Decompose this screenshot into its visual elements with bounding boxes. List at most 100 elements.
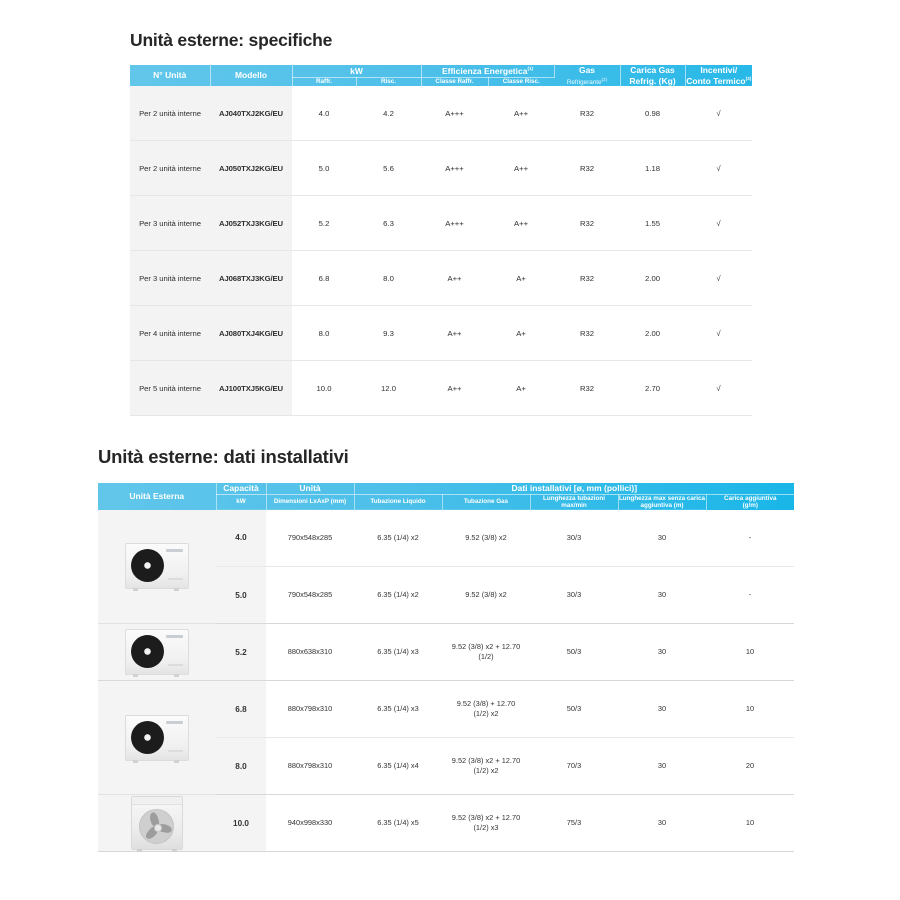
- cell-modello: AJ052TXJ3KG/EU: [210, 195, 292, 252]
- cell-n-unita: Per 2 unità interne: [130, 86, 210, 142]
- cell-classe-risc: A++: [488, 140, 555, 197]
- cell-lunghezza-tubazioni: 50/3: [530, 680, 618, 739]
- unit-foot-left: [133, 588, 138, 592]
- cell-kw-raffr: 4.0: [292, 86, 356, 142]
- cell-lunghezza-max: 30: [618, 737, 706, 796]
- cell-modello: AJ050TXJ2KG/EU: [210, 140, 292, 197]
- unit-foot-left: [137, 849, 142, 853]
- unit-foot-right: [172, 849, 177, 853]
- cell-tubazione-liquido: 6.35 (1/4) x5: [354, 794, 442, 853]
- cell-classe-risc: A++: [488, 195, 555, 252]
- cell-unita-esterna-image: [98, 509, 216, 625]
- cell-lunghezza-tubazioni: 75/3: [530, 794, 618, 853]
- cell-unita-esterna-image: [98, 680, 216, 796]
- cell-incentivi: √: [685, 140, 753, 197]
- fan-blades-icon: [139, 809, 174, 845]
- cell-classe-raffr: A++: [421, 250, 488, 307]
- col-header-carica-aggiuntiva: Carica aggiuntiva (g/m): [706, 493, 795, 510]
- unit-foot-right: [174, 759, 179, 763]
- cell-dimensioni: 790x548x285: [266, 509, 354, 568]
- footnote-marker-3: (3): [745, 75, 752, 81]
- section-specifiche: Unità esterne: specifiche N° Unità Model…: [130, 30, 753, 417]
- cell-incentivi: √: [685, 360, 753, 417]
- cell-capacita: 6.8: [216, 680, 266, 739]
- fan-grille-icon: [131, 635, 164, 669]
- col-header-kw: kW: [292, 65, 422, 78]
- cell-capacita: 8.0: [216, 737, 266, 796]
- unit-foot-right: [174, 674, 179, 678]
- cell-carica-gas: 2.00: [620, 305, 686, 362]
- brand-strip: [166, 549, 183, 553]
- col-header-carica-aggiuntiva-line1: Carica aggiuntiva: [724, 494, 777, 502]
- cell-dimensioni: 940x998x330: [266, 794, 354, 853]
- cell-tubazione-liquido: 6.35 (1/4) x2: [354, 566, 442, 625]
- col-header-classe-raffr: Classe Raffr.: [421, 76, 489, 87]
- col-header-incentivi-line2: Conto Termico(3): [686, 76, 753, 87]
- table-specifiche-head: N° Unità Modello kW Efficienza Energetic…: [130, 65, 753, 87]
- cell-classe-risc: A+: [488, 360, 555, 417]
- cell-classe-risc: A+: [488, 305, 555, 362]
- outdoor-unit-side-image: [125, 543, 189, 592]
- cell-gas: R32: [554, 86, 621, 142]
- table-row: 5.0 790x548x285 6.35 (1/4) x2 9.52 (3/8) x2…: [98, 566, 795, 625]
- cell-incentivi: √: [685, 250, 753, 307]
- cell-lunghezza-max: 30: [618, 680, 706, 739]
- cell-incentivi: √: [685, 195, 753, 252]
- cell-kw-raffr: 6.8: [292, 250, 356, 307]
- cell-carica-aggiuntiva: 20: [706, 737, 795, 796]
- col-header-capacita-kw: kW: [216, 493, 267, 510]
- col-header-unita: Unità: [266, 483, 355, 495]
- cell-carica-gas: 2.00: [620, 250, 686, 307]
- table-specifiche: N° Unità Modello kW Efficienza Energetic…: [130, 65, 753, 417]
- unit-foot-left: [133, 759, 138, 763]
- cell-unita-esterna-image: [98, 794, 216, 853]
- brand-strip: [166, 635, 183, 639]
- col-header-gas: Gas Refrigerante(2): [554, 65, 621, 87]
- col-header-carica-gas-line1: Carica Gas: [630, 65, 675, 75]
- cell-n-unita: Per 5 unità interne: [130, 360, 210, 417]
- col-header-carica-gas-line2: Refrig. (Kg): [629, 75, 676, 86]
- cell-unita-esterna-image: [98, 623, 216, 682]
- col-header-efficienza-text: Efficienza Energetica: [441, 65, 528, 76]
- cell-kw-raffr: 5.0: [292, 140, 356, 197]
- cell-kw-raffr: 8.0: [292, 305, 356, 362]
- col-header-efficienza: Efficienza Energetica(1): [421, 65, 555, 78]
- cell-classe-raffr: A+++: [421, 195, 488, 252]
- col-header-gas-title: Gas: [578, 65, 596, 75]
- table-row: 8.0 880x798x310 6.35 (1/4) x4 9.52 (3/8) x2…: [98, 737, 795, 796]
- vent-strip: [168, 749, 183, 752]
- col-header-gas-sub-text: Refrigerante: [566, 78, 602, 86]
- cell-n-unita: Per 3 unità interne: [130, 195, 210, 252]
- cell-gas: R32: [554, 140, 621, 197]
- table-row: Per 4 unità interne AJ080TXJ4KG/EU 8.0 9.3 A…: [130, 305, 753, 362]
- cell-carica-aggiuntiva: 10: [706, 680, 795, 739]
- table-row: 5.2 880x638x310 6.35 (1/4) x3 9.52 (3/8) x2…: [98, 623, 795, 682]
- cell-modello: AJ068TXJ3KG/EU: [210, 250, 292, 307]
- col-header-carica-gas: Carica Gas Refrig. (Kg): [620, 65, 686, 87]
- cell-dimensioni: 880x798x310: [266, 680, 354, 739]
- outdoor-unit-front-image: [131, 796, 183, 853]
- cell-tubazione-liquido: 6.35 (1/4) x4: [354, 737, 442, 796]
- unit-foot-left: [133, 674, 138, 678]
- cell-lunghezza-tubazioni: 50/3: [530, 623, 618, 682]
- col-header-modello: Modello: [210, 65, 293, 87]
- cell-carica-aggiuntiva: 10: [706, 794, 795, 853]
- cell-tubazione-liquido: 6.35 (1/4) x3: [354, 623, 442, 682]
- cell-kw-risc: 8.0: [356, 250, 421, 307]
- cell-modello: AJ100TXJ5KG/EU: [210, 360, 292, 417]
- col-header-incentivi-text: Conto Termico: [686, 75, 746, 86]
- cell-gas: R32: [554, 305, 621, 362]
- table-row: Per 2 unità interne AJ050TXJ2KG/EU 5.0 5.6 A…: [130, 140, 753, 197]
- cell-capacita: 4.0: [216, 509, 266, 568]
- cell-carica-gas: 0.98: [620, 86, 686, 142]
- col-header-lunghezza-tubazioni-line2: max/min: [561, 502, 587, 510]
- cell-kw-raffr: 10.0: [292, 360, 356, 417]
- cell-capacita: 5.0: [216, 566, 266, 625]
- cell-kw-risc: 9.3: [356, 305, 421, 362]
- fan-grille-icon: [131, 720, 164, 754]
- cell-gas: R32: [554, 195, 621, 252]
- col-header-n-unita: N° Unità: [130, 65, 211, 87]
- cell-capacita: 5.2: [216, 623, 266, 682]
- cell-dimensioni: 880x638x310: [266, 623, 354, 682]
